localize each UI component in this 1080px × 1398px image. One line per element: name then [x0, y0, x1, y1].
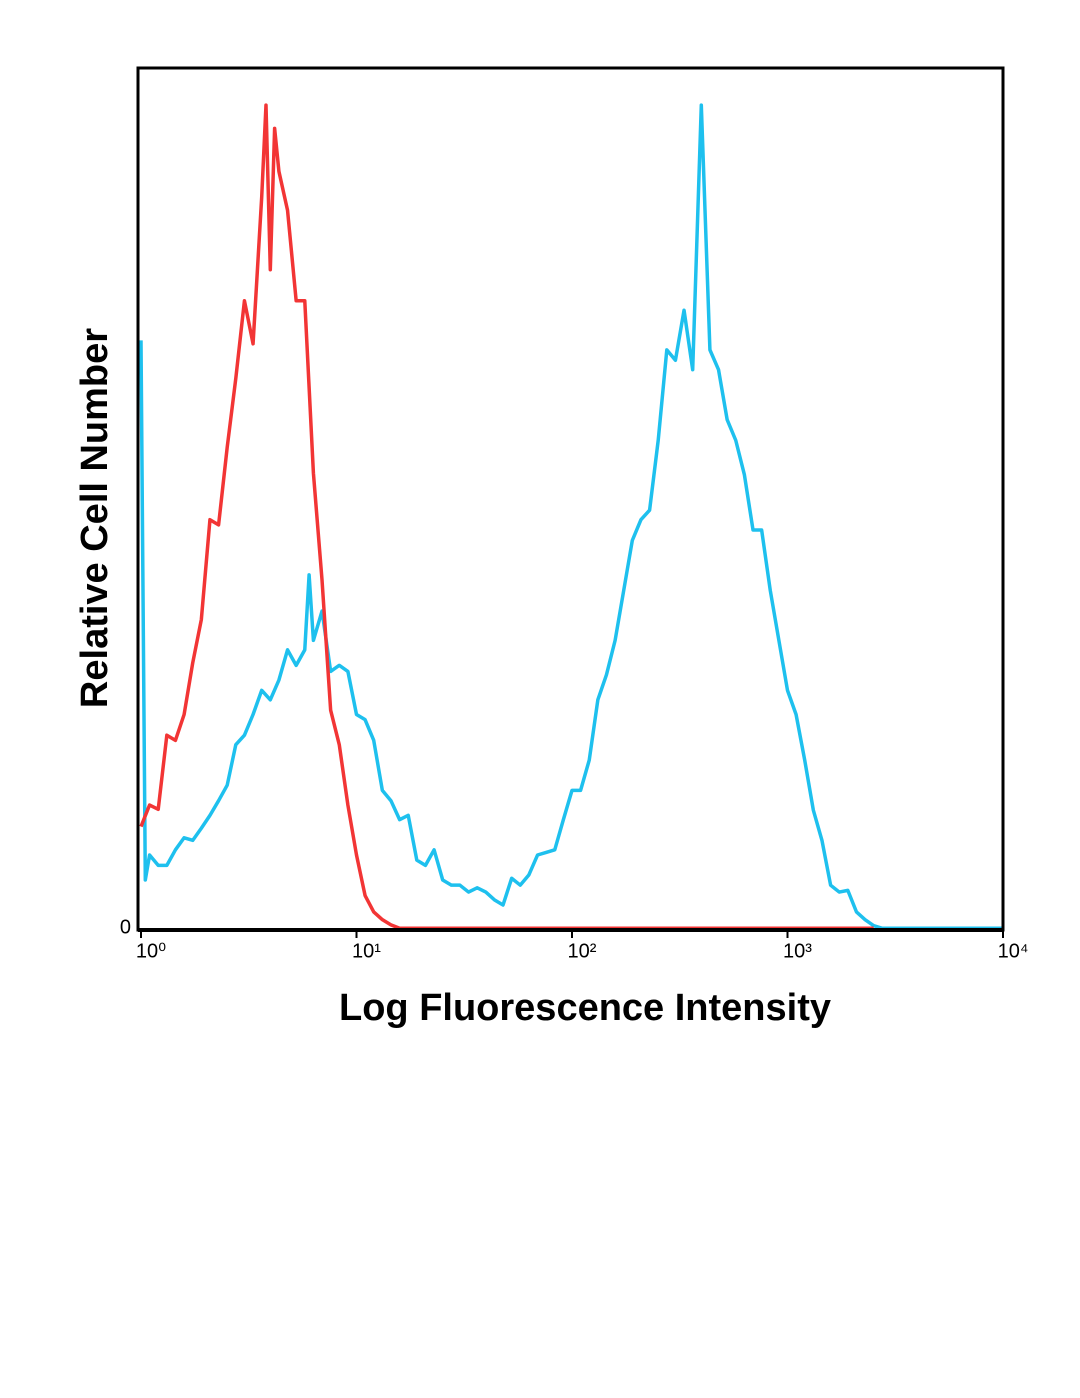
y-tick-label: 0: [120, 916, 131, 938]
x-tick-label: 10¹: [352, 940, 381, 962]
x-tick-label: 10⁴: [998, 940, 1029, 962]
series-line: [139, 103, 874, 931]
x-tick-label: 10²: [568, 940, 597, 962]
x-tick-label: 10⁰: [136, 940, 166, 962]
series-line: [139, 103, 1003, 931]
x-tick-label: 10³: [783, 940, 812, 962]
x-axis-title: Log Fluorescence Intensity: [339, 987, 831, 1029]
y-axis-title: Relative Cell Number: [74, 328, 116, 708]
